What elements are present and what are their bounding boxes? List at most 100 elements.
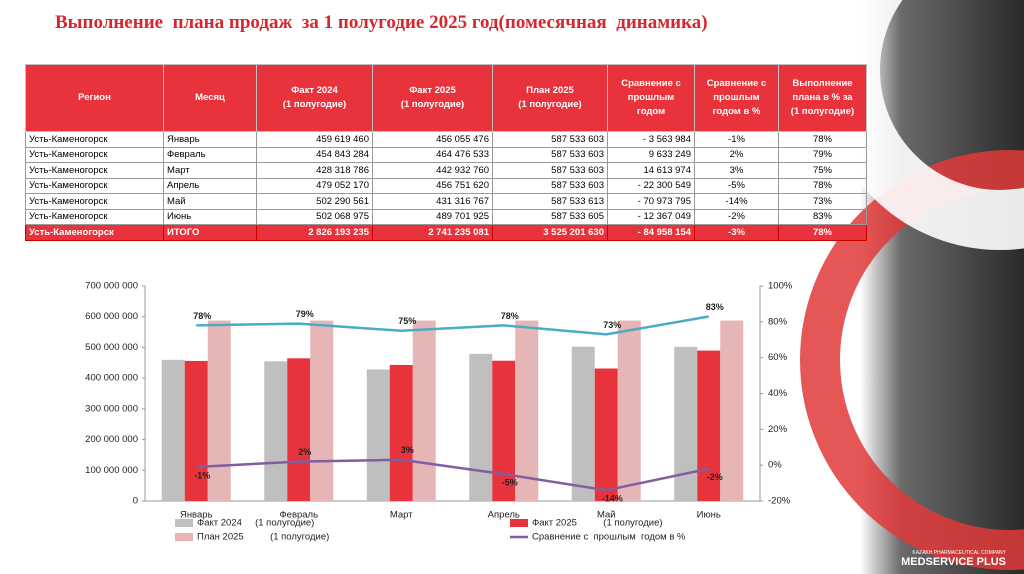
header-cell: Сравнение с прошлым годом — [607, 64, 695, 132]
bar — [366, 369, 390, 501]
y2-tick-label: 100% — [768, 281, 793, 292]
bar — [571, 346, 595, 501]
legend-label: Факт 2025 (1 полугодие) — [532, 518, 663, 529]
bar — [412, 320, 436, 501]
logo-name: MEDSERVICE PLUS — [901, 556, 1006, 568]
bar — [697, 350, 721, 501]
logo-tagline: KAZAKH PHARMACEUTICAL COMPANY — [912, 550, 1006, 556]
x-tick-label: Апрель — [488, 510, 520, 521]
header-line: Сравнение с — [621, 78, 681, 89]
y2-tick-label: 40% — [768, 388, 788, 399]
bar — [264, 361, 288, 501]
legend-swatch — [175, 519, 193, 527]
bar — [469, 353, 493, 501]
header-line: (1 полугодие) — [518, 99, 582, 110]
title: Выполнение плана продаж за 1 полугодие 2… — [55, 12, 708, 33]
header-line: План 2025 — [526, 85, 574, 96]
bar — [287, 358, 311, 501]
header-line: (1 полугодие) — [282, 99, 347, 110]
sales-table: Регион Месяц Факт 2024 (1 полугодие) Факт 20… — [25, 64, 867, 241]
header-row: Регион Месяц Факт 2024 (1 полугодие) Факт 20… — [25, 64, 867, 132]
cell: 2 826 193 235 — [256, 224, 373, 241]
x-tick-label: Январь — [180, 510, 213, 521]
y-tick-label: 700 000 000 — [85, 281, 138, 292]
y-tick-label: 400 000 000 — [85, 373, 138, 384]
header-cell: Регион — [25, 64, 164, 132]
y2-tick-label: 80% — [768, 316, 788, 327]
bar — [617, 320, 641, 501]
y2-tick-label: 0% — [768, 460, 782, 471]
row: Усть-Каменогорск Февраль 454 843 284 464 47… — [25, 146, 867, 163]
data-label: 78% — [501, 311, 519, 321]
header-line: Выполнение — [792, 78, 853, 89]
legend-label: План 2025 (1 полугодие) — [197, 532, 329, 543]
data-label: 83% — [706, 302, 724, 312]
header-line: Факт 2025 — [409, 85, 456, 96]
legend-label: Сравнение с прошлым годом в % — [532, 532, 686, 543]
red-ring — [800, 150, 1024, 570]
cell: 3 525 201 630 — [492, 224, 608, 241]
data-label: 3% — [401, 445, 414, 455]
data-label: 73% — [603, 320, 621, 330]
header-cell: План 2025 (1 полугодие) — [492, 64, 608, 132]
x-tick-label: Май — [597, 510, 616, 521]
cell: 78% — [778, 224, 867, 241]
logo: KAZAKH PHARMACEUTICAL COMPANY MEDSERVICE… — [901, 550, 1006, 568]
data-label: 75% — [398, 316, 416, 326]
y-tick-label: 0 — [133, 496, 138, 507]
header-line: прошлым — [627, 92, 675, 103]
bar — [594, 368, 618, 501]
y2-tick-label: 20% — [768, 424, 788, 435]
header-line: годом — [636, 106, 666, 117]
header-cell: Факт 2024 (1 полугодие) — [256, 64, 373, 132]
header-cell: Выполнение плана в % за (1 полугодие) — [778, 64, 867, 132]
bar — [207, 320, 231, 501]
y-tick-label: 100 000 000 — [85, 465, 138, 476]
bar — [674, 346, 698, 501]
data-label: 78% — [193, 311, 211, 321]
y-tick-label: 600 000 000 — [85, 311, 138, 322]
bar — [515, 320, 539, 501]
header-cell: Факт 2025 (1 полугодие) — [372, 64, 493, 132]
cell: -3% — [694, 224, 779, 241]
y-tick-label: 200 000 000 — [85, 434, 138, 445]
legend-swatch — [175, 533, 193, 541]
header-line: Факт 2024 — [291, 85, 338, 96]
x-tick-label: Март — [390, 510, 413, 521]
header-line: (1 полугодие) — [400, 99, 465, 110]
legend-swatch — [510, 519, 528, 527]
header-line: (1 полугодие) — [790, 106, 855, 117]
line — [196, 315, 709, 336]
total-row: Усть-Каменогорск ИТОГО 2 826 193 235 2 741 … — [25, 224, 867, 241]
x-tick-label: Февраль — [279, 510, 318, 521]
cell: Усть-Каменогорск — [25, 224, 164, 241]
row: Усть-Каменогорск Апрель 479 052 170 456 751… — [25, 177, 867, 194]
header-cell: Месяц — [163, 64, 257, 132]
y-tick-label: 300 000 000 — [85, 403, 138, 414]
data-label: -1% — [194, 470, 210, 480]
data-label: -14% — [602, 494, 623, 504]
legend-label: Факт 2024 (1 полугодие) — [197, 518, 314, 529]
y-tick-label: 500 000 000 — [85, 342, 138, 353]
cell: ИТОГО — [163, 224, 257, 241]
header-line: годом в % — [712, 106, 761, 117]
header-line: Регион — [78, 92, 111, 103]
bar — [492, 360, 516, 501]
y2-tick-label: -20% — [768, 496, 791, 507]
data-label: -2% — [707, 472, 723, 482]
bar — [310, 320, 334, 501]
header-line: плана в % за — [792, 92, 853, 103]
header-line: Сравнение с — [706, 78, 767, 89]
x-tick-label: Июнь — [697, 510, 721, 521]
bar — [720, 320, 744, 501]
line — [196, 458, 710, 492]
header-line: прошлым — [713, 92, 760, 103]
data-label: 79% — [296, 309, 314, 319]
header-cell: Сравнение с прошлым годом в % — [694, 64, 779, 132]
data-label: 2% — [298, 447, 311, 457]
y2-tick-label: 60% — [768, 352, 788, 363]
bar — [389, 364, 413, 501]
data-label: -5% — [502, 478, 518, 488]
